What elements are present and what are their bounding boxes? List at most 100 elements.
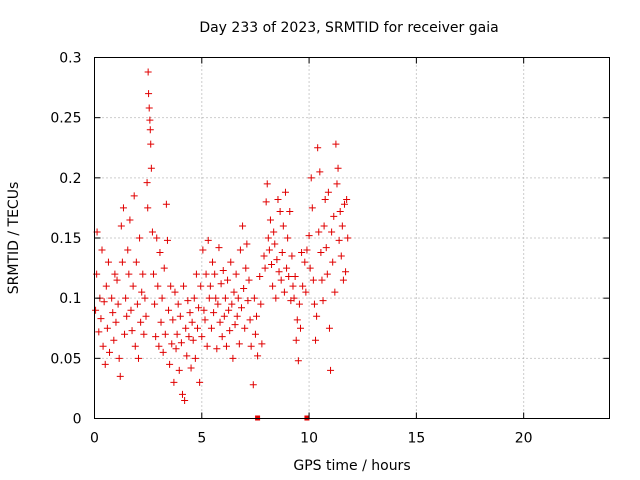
data-point: [147, 164, 155, 172]
data-point: [108, 294, 116, 302]
data-point: [172, 345, 180, 353]
data-point: [142, 312, 150, 320]
data-point: [214, 300, 222, 308]
data-point: [178, 390, 186, 398]
data-point: [116, 372, 124, 380]
data-point: [301, 258, 309, 266]
data-point: [192, 270, 200, 278]
data-point: [159, 348, 167, 356]
data-point: [170, 378, 178, 386]
data-point: [139, 270, 147, 278]
data-point: [106, 348, 114, 356]
data-point: [216, 318, 224, 326]
data-point: [321, 195, 329, 203]
data-point: [308, 204, 316, 212]
data-point: [103, 324, 111, 332]
data-point: [199, 246, 207, 254]
data-point: [234, 294, 242, 302]
data-point: [102, 282, 110, 290]
data-point: [275, 268, 283, 276]
data-point: [175, 366, 183, 374]
data-point: [329, 258, 337, 266]
data-point: [336, 208, 344, 216]
data-point: [219, 266, 227, 274]
data-point: [319, 297, 327, 305]
tick-labels: 0 5 10 15 20 0 0.05 0.1 0.15 0.2 0.25 0.3: [50, 51, 532, 447]
data-point: [123, 312, 131, 320]
data-point: [136, 234, 144, 242]
data-point: [182, 324, 190, 332]
data-point: [99, 342, 107, 350]
data-point: [257, 300, 265, 308]
data-point: [187, 364, 195, 372]
y-tick-label: 0.15: [50, 231, 81, 247]
data-point: [256, 273, 264, 281]
data-point: [188, 318, 196, 326]
data-point: [237, 304, 245, 312]
data-point: [333, 180, 341, 188]
chart-title: Day 233 of 2023, SRMTID for receiver gai…: [199, 20, 498, 36]
data-point: [315, 228, 323, 236]
y-tick-label: 0.2: [59, 171, 81, 187]
data-point: [202, 270, 210, 278]
data-point: [230, 288, 238, 296]
data-point: [109, 309, 117, 317]
data-point: [197, 282, 205, 290]
data-point: [229, 354, 237, 362]
data-point: [290, 294, 298, 302]
data-point: [231, 321, 239, 329]
data-point: [129, 282, 137, 290]
data-point: [114, 300, 122, 308]
data-point: [285, 273, 293, 281]
data-point: [217, 280, 225, 288]
data-point: [314, 144, 322, 152]
data-point: [165, 306, 173, 314]
data-point: [158, 294, 166, 302]
data-point: [288, 252, 296, 260]
data-point: [218, 333, 226, 341]
data-point: [327, 366, 335, 374]
y-tick-label: 0.05: [50, 351, 81, 367]
data-point: [168, 340, 176, 348]
data-point: [151, 300, 159, 308]
data-point: [191, 354, 199, 362]
data-point: [258, 340, 266, 348]
data-point: [318, 276, 326, 284]
data-point: [295, 300, 303, 308]
data-point: [243, 240, 251, 248]
data-point: [232, 270, 240, 278]
data-point: [324, 188, 332, 196]
data-points: [92, 68, 352, 404]
data-point: [173, 330, 181, 338]
data-point: [317, 248, 325, 256]
data-point: [147, 140, 155, 148]
data-point: [309, 276, 317, 284]
data-point: [137, 318, 145, 326]
data-point: [153, 234, 161, 242]
data-point: [310, 300, 318, 308]
data-point: [228, 300, 236, 308]
data-point: [140, 330, 148, 338]
data-point: [209, 258, 217, 266]
data-point: [273, 256, 281, 264]
data-point: [127, 306, 135, 314]
data-point: [249, 381, 257, 389]
data-point: [196, 378, 204, 386]
data-point: [101, 360, 109, 368]
data-point: [148, 228, 156, 236]
data-point: [121, 330, 129, 338]
y-tick-label: 0: [73, 412, 82, 428]
data-point: [316, 168, 324, 176]
data-point: [138, 288, 146, 296]
data-point: [131, 342, 139, 350]
data-point: [322, 244, 330, 252]
data-point: [221, 294, 229, 302]
data-point: [291, 273, 299, 281]
data-point: [247, 342, 255, 350]
data-point: [266, 216, 274, 224]
data-point: [215, 244, 223, 252]
data-point: [212, 294, 220, 302]
data-point: [344, 234, 352, 242]
data-point: [225, 306, 233, 314]
